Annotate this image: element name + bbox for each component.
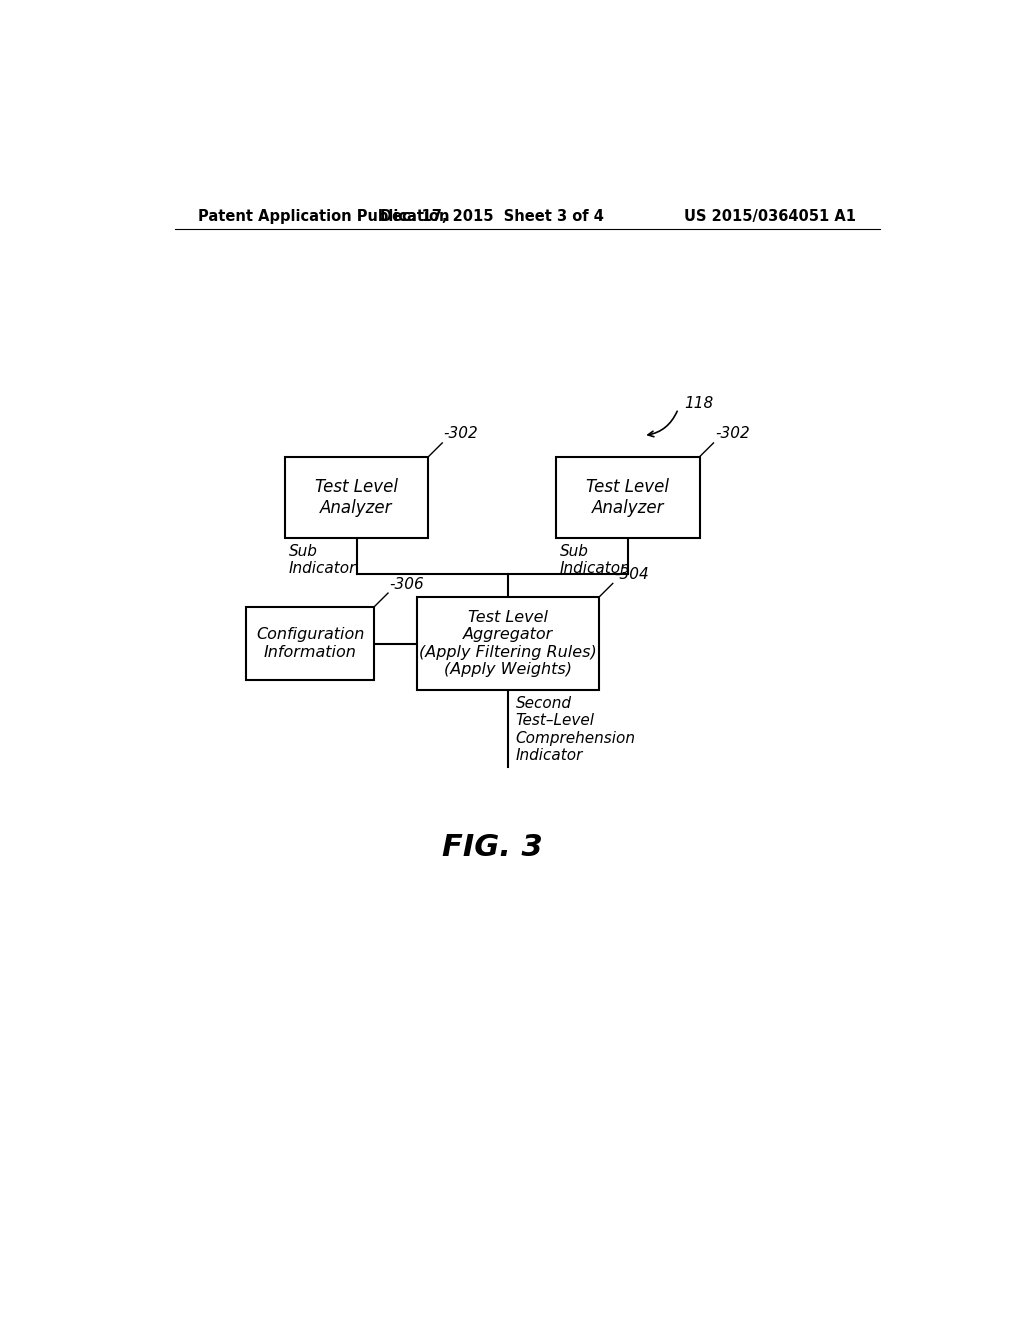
Text: FIG. 3: FIG. 3 — [442, 833, 543, 862]
Text: US 2015/0364051 A1: US 2015/0364051 A1 — [684, 209, 856, 223]
Text: Patent Application Publication: Patent Application Publication — [198, 209, 450, 223]
Bar — [556, 457, 699, 537]
Text: 118: 118 — [684, 396, 714, 411]
Text: Test Level
Analyzer: Test Level Analyzer — [587, 478, 670, 516]
Text: Test Level
Aggregator
(Apply Filtering Rules)
(Apply Weights): Test Level Aggregator (Apply Filtering R… — [419, 610, 597, 677]
Text: -302: -302 — [715, 426, 750, 441]
Text: Test Level
Analyzer: Test Level Analyzer — [315, 478, 398, 516]
Text: -302: -302 — [443, 426, 478, 441]
Text: Sub
Indicator: Sub Indicator — [289, 544, 356, 577]
Text: Sub
Indicator: Sub Indicator — [560, 544, 628, 577]
Text: Configuration
Information: Configuration Information — [256, 627, 365, 660]
Text: -306: -306 — [389, 577, 424, 591]
Bar — [285, 457, 428, 537]
Text: Second
Test–Level
Comprehension
Indicator: Second Test–Level Comprehension Indicato… — [515, 696, 636, 763]
Bar — [246, 607, 374, 680]
Text: -304: -304 — [614, 566, 649, 582]
Text: Dec. 17, 2015  Sheet 3 of 4: Dec. 17, 2015 Sheet 3 of 4 — [380, 209, 604, 223]
Bar — [417, 597, 599, 689]
